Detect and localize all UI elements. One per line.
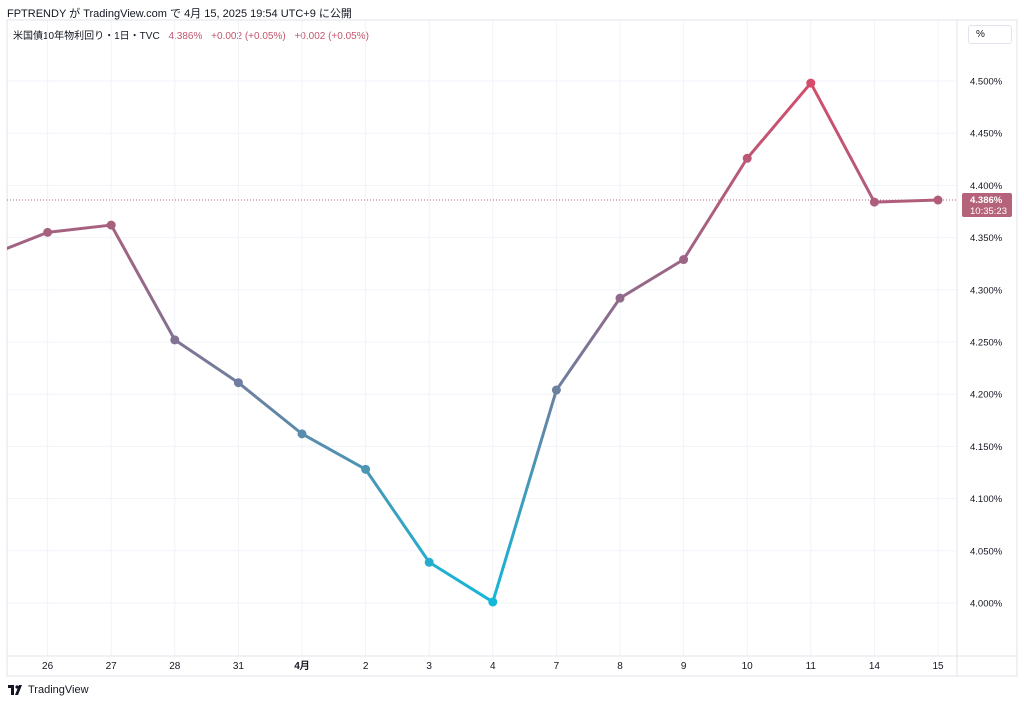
data-point[interactable] <box>933 195 943 205</box>
x-tick-label: 15 <box>932 661 944 672</box>
data-point[interactable] <box>869 197 879 207</box>
data-point[interactable] <box>170 335 180 345</box>
series-layer <box>7 81 940 604</box>
x-tick-label: 26 <box>42 661 54 672</box>
last-price-badge <box>962 193 1012 218</box>
brand-footer[interactable]: TradingView <box>8 684 89 696</box>
series-line <box>7 81 940 604</box>
y-tick-label: 4.200% <box>970 390 1003 401</box>
data-point[interactable] <box>106 220 116 230</box>
last-price-countdown: 10:35:23 <box>970 206 1007 217</box>
data-point[interactable] <box>297 429 307 439</box>
symbol-legend: 米国債10年物利回り・1日・TVC 4.386% +0.002 (+0.05%)… <box>13 27 375 42</box>
marker-layer <box>43 78 943 607</box>
y-tick-label: 4.150% <box>970 442 1003 453</box>
data-point[interactable] <box>424 557 434 567</box>
y-tick-label: 4.350% <box>970 233 1003 244</box>
y-tick-label: 4.250% <box>970 338 1003 349</box>
x-tick-label: 31 <box>233 661 245 672</box>
data-point[interactable] <box>233 378 243 388</box>
x-tick-label: 4月 <box>294 660 310 672</box>
y-tick-label: 4.100% <box>970 494 1003 505</box>
x-tick-label: 7 <box>554 661 560 672</box>
unit-toggle-button[interactable]: % <box>968 25 1012 44</box>
data-point[interactable] <box>361 464 371 474</box>
x-tick-label: 9 <box>681 661 687 672</box>
y-tick-label: 4.300% <box>970 285 1003 296</box>
data-point[interactable] <box>551 385 561 395</box>
x-tick-label: 3 <box>426 661 432 672</box>
tradingview-logo-icon <box>8 685 22 695</box>
last-price-label: 4.386% <box>970 195 1003 206</box>
x-tick-label: 14 <box>869 661 881 672</box>
x-tick-label: 8 <box>617 661 623 672</box>
y-tick-label: 4.500% <box>970 77 1003 88</box>
x-tick-label: 4 <box>490 661 496 672</box>
x-tick-label: 27 <box>106 661 118 672</box>
y-tick-label: 4.450% <box>970 129 1003 140</box>
legend-change: +0.002 (+0.05%) <box>211 31 286 42</box>
x-tick-label: 11 <box>806 661 817 672</box>
brand-label: TradingView <box>28 684 89 696</box>
y-tick-label: 4.050% <box>970 546 1003 557</box>
data-point[interactable] <box>679 255 689 265</box>
x-tick-label: 28 <box>169 661 181 672</box>
data-point[interactable] <box>615 293 625 303</box>
data-point[interactable] <box>806 78 816 88</box>
y-tick-label: 4.000% <box>970 599 1003 610</box>
data-point[interactable] <box>43 227 53 237</box>
chart-frame <box>6 19 1018 677</box>
grid-layer <box>7 20 957 656</box>
legend-values: 4.386% +0.002 (+0.05%) +0.002 (+0.05%) <box>168 31 374 42</box>
axis-layer: 4.000% 4.050% 4.100% 4.150% 4.200% 4.250% 4.30… <box>6 19 1018 677</box>
legend-change-2: +0.002 (+0.05%) <box>294 31 369 42</box>
x-tick-label: 2 <box>363 661 369 672</box>
data-point[interactable] <box>488 597 498 607</box>
y-tick-label: 4.400% <box>970 181 1003 192</box>
publish-caption: FPTRENDY が TradingView.com で 4月 15, 2025… <box>7 8 352 20</box>
symbol-title[interactable]: 米国債10年物利回り・1日・TVC <box>13 31 160 42</box>
data-point[interactable] <box>742 153 752 163</box>
x-tick-label: 10 <box>742 661 754 672</box>
legend-price: 4.386% <box>168 31 203 42</box>
